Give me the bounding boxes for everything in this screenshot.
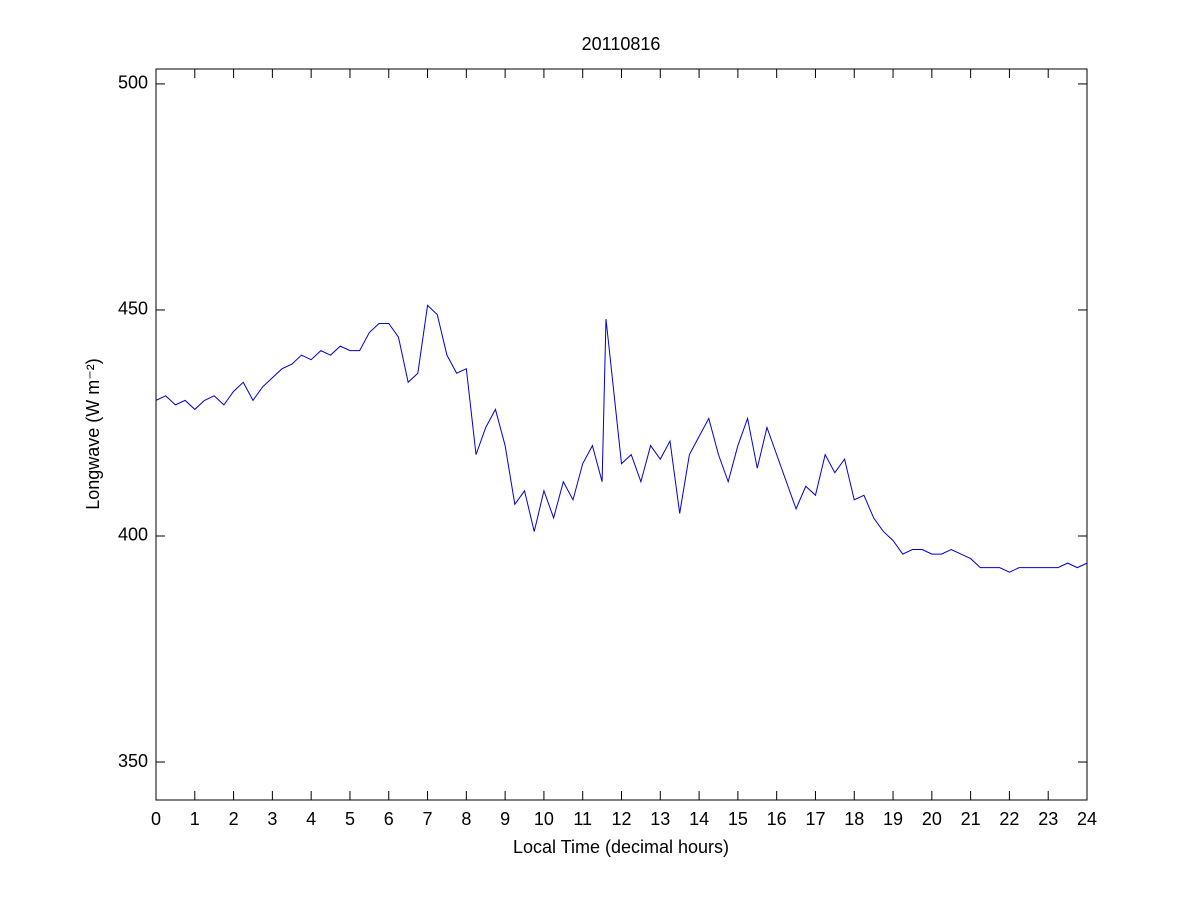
x-tick-label: 7 (423, 809, 433, 829)
x-tick-label: 14 (689, 809, 709, 829)
x-tick-label: 18 (844, 809, 864, 829)
x-tick-label: 13 (650, 809, 670, 829)
data-line (155, 304, 1088, 573)
x-tick-label: 1 (190, 809, 200, 829)
x-tick-label: 9 (500, 809, 510, 829)
y-tick-label: 450 (118, 299, 148, 319)
x-tick-label: 10 (534, 809, 554, 829)
x-tick-label: 24 (1077, 809, 1097, 829)
plot-frame (155, 68, 1088, 801)
x-tick-label: 17 (805, 809, 825, 829)
x-tick-label: 21 (961, 809, 981, 829)
x-tick-label: 5 (345, 809, 355, 829)
y-tick-label: 400 (118, 525, 148, 545)
x-tick-label: 20 (922, 809, 942, 829)
chart-title: 20110816 (582, 34, 661, 54)
x-tick-label: 19 (883, 809, 903, 829)
x-tick-label: 11 (573, 809, 592, 829)
x-tick-label: 16 (767, 809, 787, 829)
y-axis-label: Longwave (W m⁻²) (83, 358, 103, 510)
x-tick-label: 4 (306, 809, 316, 829)
x-tick-label: 2 (229, 809, 239, 829)
x-tick-label: 6 (384, 809, 394, 829)
y-tick-label: 350 (118, 751, 148, 771)
x-tick-label: 12 (611, 809, 631, 829)
x-tick-label: 15 (728, 809, 748, 829)
x-axis-label: Local Time (decimal hours) (513, 837, 729, 857)
y-tick-label: 500 (118, 73, 148, 93)
x-tick-label: 22 (999, 809, 1019, 829)
x-tick-label: 0 (151, 809, 161, 829)
x-tick-label: 3 (267, 809, 277, 829)
x-tick-label: 23 (1038, 809, 1058, 829)
x-tick-label: 8 (461, 809, 471, 829)
